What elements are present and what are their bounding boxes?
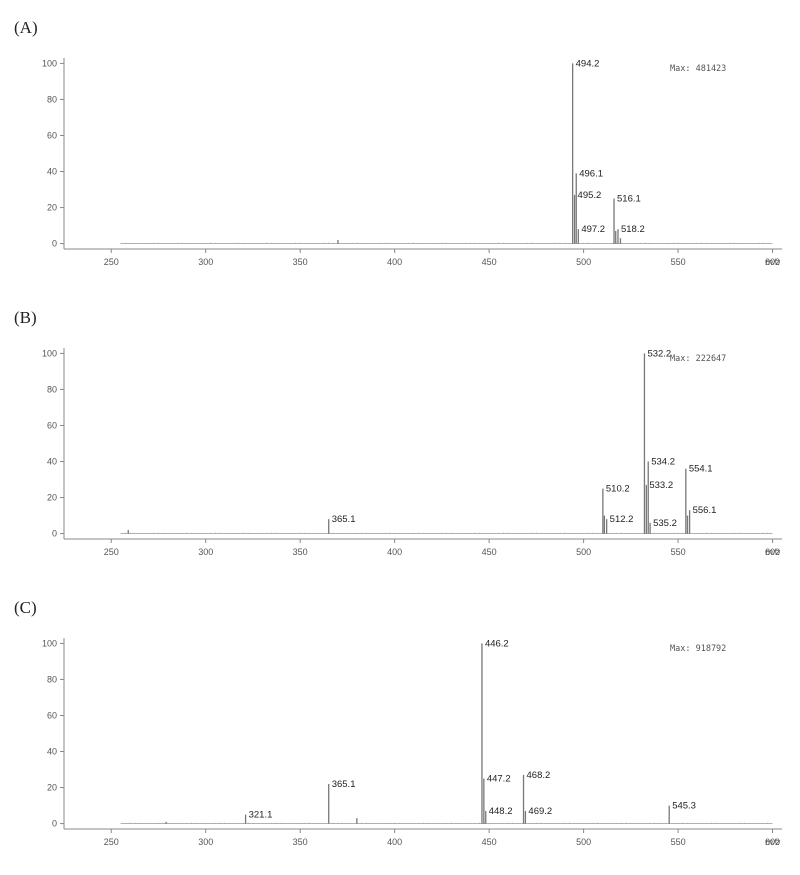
x-axis-label: m/z (766, 257, 781, 267)
peak-label: 534.2 (651, 457, 675, 468)
y-tick-label: 80 (47, 94, 57, 104)
peak-label: 512.2 (610, 514, 634, 525)
peak-label: 496.1 (579, 168, 603, 179)
y-tick-label: 40 (47, 167, 57, 177)
y-tick-label: 60 (47, 130, 57, 140)
x-tick-label: 400 (387, 837, 402, 847)
x-tick-label: 600 (765, 257, 780, 267)
spectrum-panel-a: (A) 0 20 40 60 80 100 250 300 350 400 450 500 550 600… (0, 0, 800, 290)
x-axis-label: m/z (766, 837, 781, 847)
x-tick-label: 600 (765, 547, 780, 557)
y-tick-label: 0 (52, 239, 57, 249)
spectrum-panel-b: (B) 0 20 40 60 80 100 250 300 350 400 450 500 550 600… (0, 290, 800, 580)
x-tick-label: 500 (576, 547, 591, 557)
peak-label: 556.1 (693, 505, 717, 516)
x-axis-label: m/z (766, 547, 781, 557)
x-tick-label: 400 (387, 257, 402, 267)
x-tick-label: 300 (198, 547, 213, 557)
y-tick-label: 80 (47, 384, 57, 394)
panel-label: (A) (14, 18, 38, 37)
x-tick-label: 500 (576, 257, 591, 267)
y-tick-label: 20 (47, 783, 57, 793)
x-tick-label: 600 (765, 837, 780, 847)
peak-label: 468.2 (527, 770, 551, 781)
x-tick-label: 550 (671, 547, 686, 557)
y-tick-label: 0 (52, 529, 57, 539)
x-tick-label: 300 (198, 837, 213, 847)
y-tick-label: 40 (47, 457, 57, 467)
y-tick-label: 60 (47, 710, 57, 720)
x-tick-label: 350 (293, 257, 308, 267)
y-tick-label: 60 (47, 420, 57, 430)
y-tick-label: 100 (42, 58, 57, 68)
peak-label: 533.2 (649, 480, 673, 491)
peak-label: 510.2 (606, 484, 630, 495)
x-tick-label: 250 (104, 257, 119, 267)
peak-label: 447.2 (487, 774, 511, 785)
x-tick-label: 450 (482, 837, 497, 847)
peak-label: 535.2 (653, 518, 677, 529)
y-tick-label: 20 (47, 493, 57, 503)
peak-label: 497.2 (581, 224, 605, 235)
peak-label: 495.2 (578, 190, 602, 201)
peak-label: 365.1 (332, 779, 356, 790)
peak-label: 532.2 (647, 348, 671, 359)
x-tick-label: 550 (671, 837, 686, 847)
peak-label: 494.2 (576, 58, 600, 69)
x-tick-label: 550 (671, 257, 686, 267)
x-tick-label: 350 (293, 837, 308, 847)
peak-label: 446.2 (485, 638, 509, 649)
peak-label: 545.3 (672, 801, 696, 812)
spectrum-panel-c: (C) 0 20 40 60 80 100 250 300 350 400 450 500 550 600… (0, 580, 800, 870)
y-tick-label: 0 (52, 819, 57, 829)
peak-label: 516.1 (617, 194, 641, 205)
x-tick-label: 450 (482, 547, 497, 557)
max-intensity-label: Max: 918792 (670, 644, 726, 654)
panel-label: (B) (14, 308, 37, 327)
peak-label: 518.2 (621, 224, 645, 235)
x-tick-label: 350 (293, 547, 308, 557)
x-tick-label: 250 (104, 837, 119, 847)
max-intensity-label: Max: 222647 (670, 354, 726, 364)
peak-label: 321.1 (249, 810, 273, 821)
y-tick-label: 100 (42, 638, 57, 648)
max-intensity-label: Max: 481423 (670, 64, 726, 74)
peak-label: 365.1 (332, 514, 356, 525)
panel-label: (C) (14, 598, 37, 617)
x-tick-label: 300 (198, 257, 213, 267)
x-tick-label: 250 (104, 547, 119, 557)
x-tick-label: 500 (576, 837, 591, 847)
y-tick-label: 100 (42, 348, 57, 358)
x-tick-label: 400 (387, 547, 402, 557)
x-tick-label: 450 (482, 257, 497, 267)
y-tick-label: 40 (47, 747, 57, 757)
peak-label: 554.1 (689, 464, 713, 475)
y-tick-label: 80 (47, 674, 57, 684)
peak-label: 448.2 (489, 806, 513, 817)
y-tick-label: 20 (47, 203, 57, 213)
peak-label: 469.2 (528, 806, 552, 817)
